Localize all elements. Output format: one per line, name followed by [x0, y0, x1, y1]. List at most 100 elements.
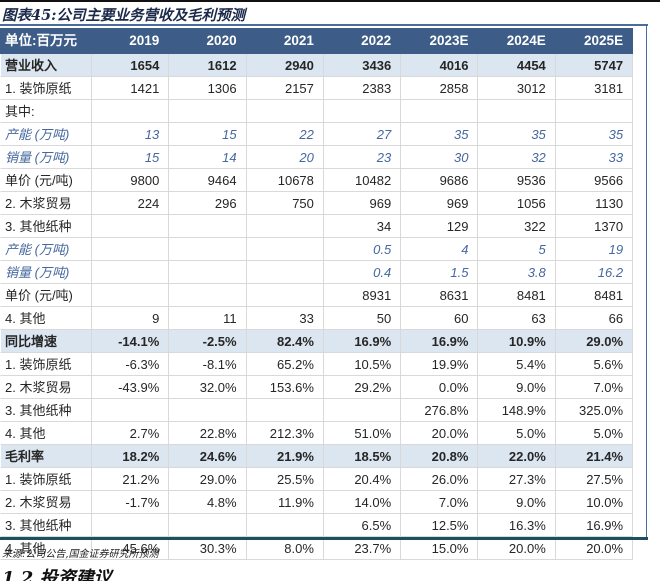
value-cell: 8931: [323, 284, 402, 307]
value-cell: 8481: [478, 284, 556, 307]
value-cell: 9566: [555, 169, 634, 192]
value-cell: 129: [401, 215, 479, 238]
value-cell: 15.0%: [401, 537, 479, 560]
value-cell: 18.5%: [323, 445, 402, 468]
value-cell: 63: [478, 307, 556, 330]
value-cell: [555, 100, 634, 123]
value-cell: 1654: [92, 54, 170, 77]
year-header-cell: 2020: [169, 28, 247, 54]
row-label: 1. 装饰原纸: [0, 77, 92, 100]
value-cell: 12.5%: [401, 514, 479, 537]
value-cell: [169, 399, 247, 422]
value-cell: 212.3%: [246, 422, 324, 445]
value-cell: 5747: [555, 54, 634, 77]
value-cell: 1056: [478, 192, 556, 215]
value-cell: 2157: [246, 77, 324, 100]
value-cell: 22.0%: [478, 445, 556, 468]
value-cell: 35: [478, 123, 556, 146]
value-cell: 148.9%: [478, 399, 556, 422]
table-row: 毛利率 18.2% 24.6% 21.9% 18.5% 20.8% 22.0% 21.4%: [0, 445, 634, 468]
value-cell: 29.0%: [169, 468, 247, 491]
value-cell: 13: [92, 123, 170, 146]
value-cell: 32: [478, 146, 556, 169]
value-cell: 2858: [401, 77, 479, 100]
value-cell: 21.4%: [555, 445, 634, 468]
source-note: 来源:公司公告,国金证券研究所预测: [2, 549, 159, 560]
value-cell: 27.3%: [478, 468, 556, 491]
value-cell: 14.0%: [323, 491, 402, 514]
value-cell: [246, 399, 324, 422]
value-cell: 30.3%: [169, 537, 247, 560]
value-cell: 19.9%: [401, 353, 479, 376]
value-cell: -8.1%: [169, 353, 247, 376]
value-cell: -1.7%: [92, 491, 170, 514]
value-cell: 66: [555, 307, 634, 330]
value-cell: [246, 238, 324, 261]
value-cell: 6.5%: [323, 514, 402, 537]
value-cell: 7.0%: [555, 376, 634, 399]
value-cell: 26.0%: [401, 468, 479, 491]
value-cell: 969: [401, 192, 479, 215]
value-cell: 10.5%: [323, 353, 402, 376]
value-cell: 20.4%: [323, 468, 402, 491]
value-cell: 24.6%: [169, 445, 247, 468]
year-header-cell: 2025E: [555, 28, 634, 54]
value-cell: 20: [246, 146, 324, 169]
row-label: 4. 其他: [0, 307, 92, 330]
value-cell: 32.0%: [169, 376, 247, 399]
table-row: 营业收入 1654 1612 2940 3436 4016 4454 5747: [0, 54, 634, 77]
value-cell: 22: [246, 123, 324, 146]
value-cell: 33: [246, 307, 324, 330]
value-cell: 8481: [555, 284, 634, 307]
value-cell: 4016: [401, 54, 479, 77]
value-cell: 10.0%: [555, 491, 634, 514]
row-label: 2. 木浆贸易: [0, 491, 92, 514]
value-cell: 1370: [555, 215, 634, 238]
value-cell: 16.9%: [555, 514, 634, 537]
table-top-rule: [0, 24, 648, 26]
forecast-table: 单位:百万元 2019 2020 2021 2022 2023E 2024E 2025E 营业…: [0, 28, 634, 560]
value-cell: [169, 238, 247, 261]
table-row: 4. 其他 45.6% 30.3% 8.0% 23.7% 15.0% 20.0% 20.0%: [0, 537, 634, 560]
year-header-cell: 2022: [323, 28, 402, 54]
value-cell: 0.5: [323, 238, 402, 261]
value-cell: [169, 261, 247, 284]
table-row: 产能 (万吨) 0.5 4 5 19: [0, 238, 634, 261]
figure-title: 图表45:公司主要业务营收及毛利预测: [2, 7, 246, 24]
table-row: 销量 (万吨) 15 14 20 23 30 32 33: [0, 146, 634, 169]
value-cell: 23.7%: [323, 537, 402, 560]
value-cell: 16.3%: [478, 514, 556, 537]
value-cell: -2.5%: [169, 330, 247, 353]
value-cell: [92, 284, 170, 307]
value-cell: 29.2%: [323, 376, 402, 399]
value-cell: 296: [169, 192, 247, 215]
value-cell: 16.2: [555, 261, 634, 284]
value-cell: 15: [169, 123, 247, 146]
table-right-rule: [646, 24, 647, 539]
row-label: 3. 其他纸种: [0, 514, 92, 537]
value-cell: 65.2%: [246, 353, 324, 376]
value-cell: -6.3%: [92, 353, 170, 376]
year-header-cell: 2019: [92, 28, 170, 54]
value-cell: 16.9%: [401, 330, 479, 353]
value-cell: 10.9%: [478, 330, 556, 353]
value-cell: 25.5%: [246, 468, 324, 491]
table-row: 单价 (元/吨) 9800 9464 10678 10482 9686 9536 9566: [0, 169, 634, 192]
value-cell: 1612: [169, 54, 247, 77]
value-cell: 1.5: [401, 261, 479, 284]
value-cell: 15: [92, 146, 170, 169]
value-cell: 322: [478, 215, 556, 238]
table-header-row: 单位:百万元 2019 2020 2021 2022 2023E 2024E 2025E: [0, 28, 634, 54]
row-label: 销量 (万吨): [0, 146, 92, 169]
table-row: 2. 木浆贸易 -1.7% 4.8% 11.9% 14.0% 7.0% 9.0% 10.0%: [0, 491, 634, 514]
table-row: 1. 装饰原纸 21.2% 29.0% 25.5% 20.4% 26.0% 27.3% 27.…: [0, 468, 634, 491]
value-cell: [323, 399, 402, 422]
row-label: 销量 (万吨): [0, 261, 92, 284]
value-cell: 10482: [323, 169, 402, 192]
row-label: 4. 其他: [0, 537, 92, 560]
value-cell: -14.1%: [92, 330, 170, 353]
value-cell: 5.0%: [555, 422, 634, 445]
value-cell: 45.6%: [92, 537, 170, 560]
value-cell: 969: [323, 192, 402, 215]
year-header-cell: 2023E: [401, 28, 479, 54]
